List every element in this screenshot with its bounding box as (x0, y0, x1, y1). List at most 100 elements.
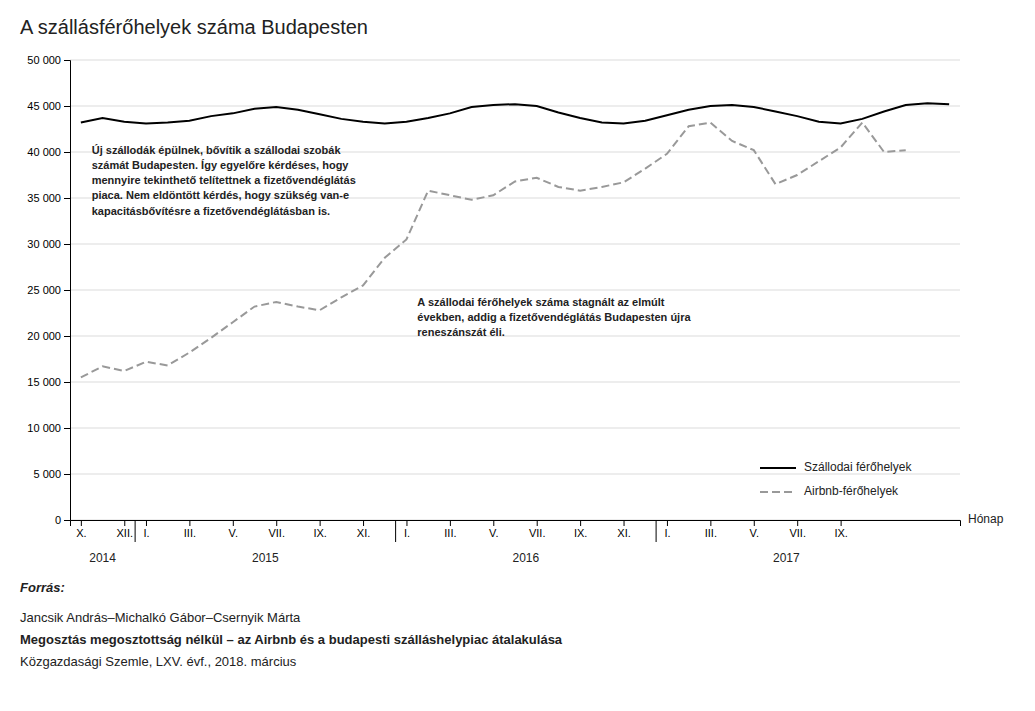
x-tick-label: IX. (834, 527, 847, 539)
x-tick (81, 520, 82, 526)
x-tick-label: I. (143, 527, 149, 539)
x-tick-label: V. (489, 527, 498, 539)
y-tick (64, 198, 70, 199)
y-tick (64, 428, 70, 429)
y-tick-group: 35 000 (27, 192, 70, 204)
x-tick-group: V. (229, 520, 238, 539)
y-tick-group: 20 000 (27, 330, 70, 342)
grid-line (70, 106, 960, 107)
x-tick-label: XI. (357, 527, 370, 539)
x-tick-label: XI. (617, 527, 630, 539)
group-label: 2014 (89, 551, 116, 565)
title: A szállásférőhelyek száma Budapesten (20, 16, 368, 38)
x-tick-label: III. (705, 527, 717, 539)
annotation-line: számát Budapesten. Így egyelőre kérdéses… (92, 159, 350, 171)
x-tick-group: III. (184, 520, 196, 539)
x-tick (667, 520, 668, 526)
x-tick (233, 520, 234, 526)
x-tick-group: XI. (357, 520, 370, 539)
x-tick-label: V. (750, 527, 759, 539)
x-tick (320, 520, 321, 526)
x-tick (189, 520, 190, 526)
grid-line (70, 428, 960, 429)
y-tick (64, 290, 70, 291)
y-tick-label: 30 000 (27, 238, 61, 250)
y-tick-group: 5 000 (33, 468, 70, 480)
legend-label: Airbnb-férőhelyek (804, 484, 899, 498)
x-tick (841, 520, 842, 526)
x-tick-label: X. (76, 527, 86, 539)
x-tick-group: VII. (789, 520, 806, 539)
annotation-line: piaca. Nem eldöntött kérdés, hogy szüksé… (92, 189, 349, 201)
y-axis-line (64, 61, 71, 521)
y-tick (64, 60, 70, 61)
x-tick-group: X. (76, 520, 86, 539)
y-tick (64, 382, 70, 383)
x-tick-label: I. (404, 527, 410, 539)
y-tick-label: 0 (55, 514, 61, 526)
x-tick-group: I. (404, 520, 410, 539)
x-tick-group: VII. (268, 520, 285, 539)
y-tick-group: 10 000 (27, 422, 70, 434)
x-tick-group: I. (143, 520, 149, 539)
grid-line (70, 336, 960, 337)
y-tick (64, 520, 70, 521)
y-tick-label: 40 000 (27, 146, 61, 158)
group-separator (395, 520, 396, 542)
y-tick (64, 106, 70, 107)
x-tick-group: IX. (834, 520, 847, 539)
y-tick-group: 45 000 (27, 100, 70, 112)
x-tick (710, 520, 711, 526)
x-tick-label: VII. (529, 527, 546, 539)
x-tick-label: IX. (574, 527, 587, 539)
y-tick-label: 10 000 (27, 422, 61, 434)
group-label: 2017 (773, 551, 800, 565)
x-tick-label: XII. (117, 527, 134, 539)
y-tick-group: 0 (55, 514, 70, 526)
y-tick (64, 474, 70, 475)
legend-swatch (760, 491, 796, 493)
annotation-line: A szállodai férőhelyek száma stagnált az… (417, 296, 665, 308)
x-tick-group: XII. (117, 520, 134, 539)
y-tick (64, 152, 70, 153)
x-tick (624, 520, 625, 526)
grid (70, 60, 960, 520)
y-tick-group: 30 000 (27, 238, 70, 250)
x-tick-group: XI. (617, 520, 630, 539)
x-tick-label: V. (229, 527, 238, 539)
annotation-line: reneszánszát éli. (417, 326, 504, 338)
chart: A szállásférőhelyek száma Budapesten 0 5 0… (0, 0, 1035, 711)
x-tick-group: IX. (574, 520, 587, 539)
x-tick (754, 520, 755, 526)
grid-line (70, 382, 960, 383)
group-label: 2016 (513, 551, 540, 565)
y-tick-group: 50 000 (27, 54, 70, 66)
x-tick-label: III. (444, 527, 456, 539)
source-label: Forrás: (20, 580, 65, 595)
x-axis: X. XII. I. III. V. VII. IX. XI. I. III. V. VII. IX. X… (71, 520, 961, 539)
x-tick-group: V. (489, 520, 498, 539)
group-label: 2015 (252, 551, 279, 565)
series-line (81, 103, 949, 123)
x-tick (580, 520, 581, 526)
source-title: Megosztás megosztottság nélkül – az Airb… (20, 632, 563, 647)
y-tick-label: 45 000 (27, 100, 61, 112)
y-tick-label: 50 000 (27, 54, 61, 66)
annotation-line: kapacitásbővítésre a fizetővendéglátásba… (92, 205, 330, 217)
x-tick-label: I. (664, 527, 670, 539)
x-tick (276, 520, 277, 526)
y-tick-label: 35 000 (27, 192, 61, 204)
series-lines (81, 103, 949, 377)
annotation-line: években, addig a fizetővendéglátás Budap… (417, 311, 691, 323)
source: Forrás:Jancsik András–Michalkó Gábor–Cse… (20, 580, 563, 669)
group-separator (135, 520, 136, 542)
y-tick-group: 40 000 (27, 146, 70, 158)
x-tick (450, 520, 451, 526)
x-axis-line (71, 521, 961, 527)
x-tick (493, 520, 494, 526)
legend-swatch (760, 467, 796, 469)
y-tick-label: 25 000 (27, 284, 61, 296)
legend: Szállodai férőhelyekAirbnb-férőhelyek (760, 460, 912, 498)
grid-line (70, 290, 960, 291)
x-tick-group: VII. (529, 520, 546, 539)
